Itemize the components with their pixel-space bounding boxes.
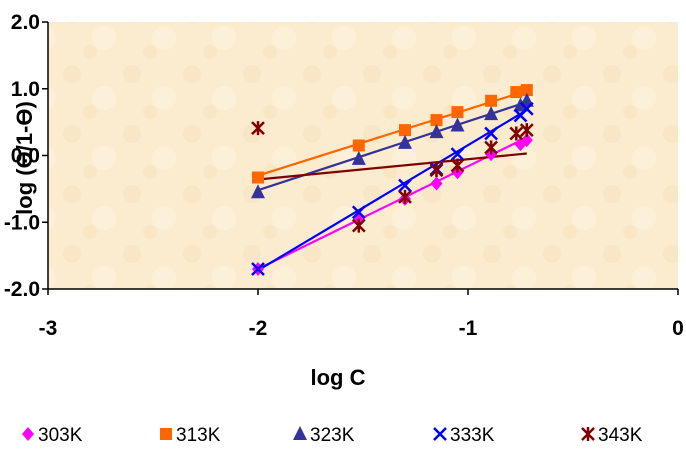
y-tick-label: -1.0 [4, 211, 40, 234]
data-point-313K [485, 94, 498, 107]
legend-label-333K: 333K [450, 425, 495, 446]
legend-label-323K: 323K [310, 425, 355, 446]
data-point-343K [398, 189, 412, 204]
data-point-323K [251, 184, 265, 199]
y-tick-label: 1.0 [11, 78, 40, 101]
data-point-333K [519, 101, 534, 116]
data-point-303K [520, 133, 533, 148]
data-point-323K [398, 134, 412, 149]
data-point-313K [520, 84, 533, 97]
data-point-333K [251, 262, 265, 276]
data-point-323K [513, 97, 528, 112]
data-point-343K [484, 140, 498, 155]
data-point-323K [519, 92, 534, 107]
data-point-323K [351, 150, 366, 165]
data-point-313K [352, 139, 365, 152]
axes [42, 21, 679, 295]
legend-label-303K: 303K [38, 425, 83, 446]
y-tick-label: 0.0 [11, 145, 40, 168]
legend-marker-333K [433, 427, 447, 441]
data-points [251, 84, 534, 276]
legend-marker-313K [160, 428, 172, 440]
data-point-323K [484, 106, 499, 121]
legend: 303K 313K 323K 333K 343K [22, 425, 643, 446]
data-point-343K [429, 163, 444, 178]
data-point-313K [252, 171, 264, 184]
tick-labels: -3 -2 -1 0 -2.0 -1.0 0.0 1.0 2.0 [4, 11, 684, 340]
legend-label-343K: 343K [598, 425, 643, 446]
legend-marker-343K [581, 427, 595, 441]
data-point-333K [398, 178, 412, 193]
trendline-303K [257, 136, 528, 270]
x-axis-title: log C [311, 365, 366, 390]
data-point-343K [351, 218, 366, 233]
trendlines [257, 89, 528, 272]
data-point-313K [430, 114, 443, 127]
y-tick-label: -2.0 [4, 278, 40, 301]
y-tick-label: 2.0 [11, 11, 40, 34]
data-point-313K [510, 86, 523, 99]
data-point-333K [450, 147, 465, 162]
legend-marker-303K [22, 427, 34, 441]
data-point-303K [430, 176, 443, 191]
data-point-333K [484, 126, 498, 141]
trendline-343K [257, 152, 527, 181]
data-point-343K [450, 158, 465, 173]
data-point-323K [450, 117, 465, 132]
x-tick-label: 0 [672, 317, 684, 340]
data-point-313K [399, 124, 411, 137]
data-point-343K [251, 121, 265, 136]
data-point-313K [451, 106, 464, 119]
legend-label-313K: 313K [176, 425, 221, 446]
data-point-323K [429, 124, 444, 139]
legend-marker-323K [293, 426, 307, 440]
y-axis-title: log (ϴ/1-ϴ) [12, 101, 37, 215]
x-tick-label: -1 [459, 317, 478, 340]
trendline-333K [257, 109, 528, 272]
data-point-333K [351, 205, 366, 220]
data-point-343K [519, 123, 534, 138]
data-point-343K [509, 126, 524, 141]
x-tick-label: -2 [249, 317, 268, 340]
x-tick-label: -3 [39, 317, 58, 340]
trendline-313K [257, 89, 528, 177]
